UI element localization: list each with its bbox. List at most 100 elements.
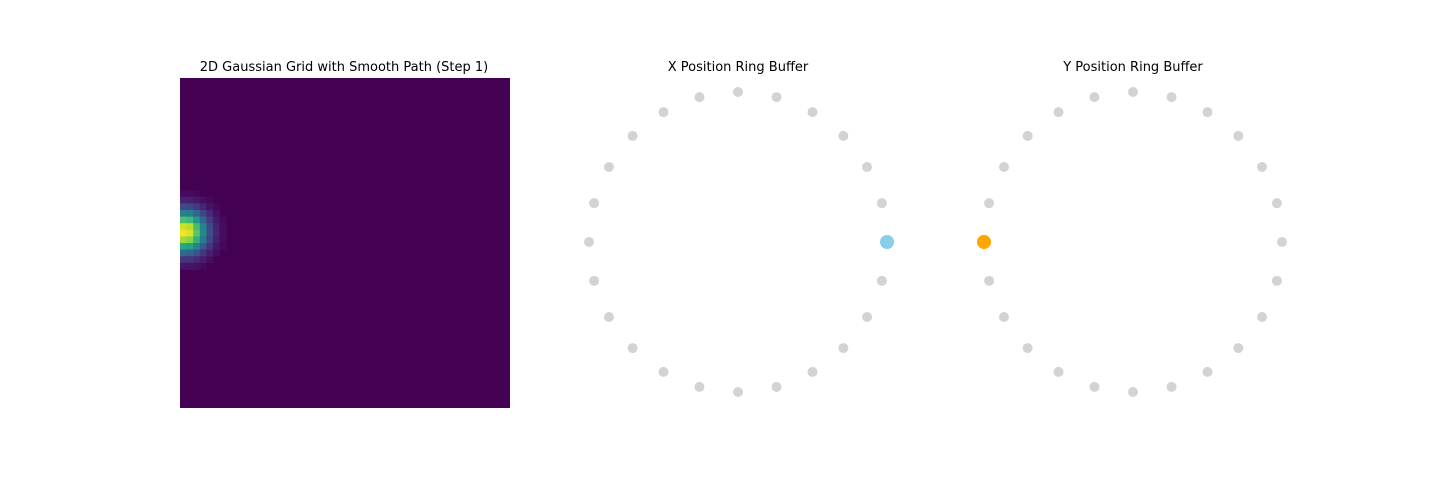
- heatmap-cell: [186, 262, 194, 270]
- heatmap-cell: [219, 236, 227, 244]
- heatmap-cell: [213, 243, 220, 250]
- x-ring-slot-point: [589, 198, 600, 209]
- heatmap-cell: [206, 210, 214, 217]
- heatmap-cell: [213, 249, 220, 257]
- x-ring-slot-point: [876, 198, 887, 209]
- y-ring-slot-point: [1202, 107, 1213, 118]
- x-ring-slot-point: [589, 275, 600, 286]
- heatmap-background: [180, 78, 510, 408]
- y-ring-slot-point: [1202, 366, 1213, 377]
- heatmap-cell: [219, 216, 227, 224]
- heatmap-cell: [193, 236, 201, 244]
- heatmap-cell: [219, 229, 227, 237]
- x-ring-buffer-plot: [584, 87, 894, 397]
- heatmap-cell: [213, 223, 220, 231]
- heatmap-cell: [199, 249, 207, 257]
- heatmap-cell: [213, 210, 220, 217]
- heatmap-cell: [180, 249, 187, 257]
- heatmap-cell: [186, 229, 194, 237]
- heatmap-cell: [180, 196, 187, 204]
- heatmap-cell: [199, 203, 207, 211]
- y-ring-slot-point: [984, 198, 995, 209]
- y-ring-slot-point: [1053, 107, 1064, 118]
- heatmap-cell: [206, 229, 214, 237]
- heatmap-cell: [186, 243, 194, 250]
- heatmap-cell: [206, 223, 214, 231]
- y-ring-slot-point: [1277, 237, 1287, 247]
- heatmap-cell: [206, 243, 214, 250]
- x-ring-slot-point: [733, 387, 743, 397]
- heatmap-cell: [186, 223, 194, 231]
- y-ring-slot-point: [1233, 130, 1244, 141]
- y-ring-slot-point: [1166, 92, 1177, 103]
- gaussian-grid-panel: 2D Gaussian Grid with Smooth Path (Step …: [180, 60, 510, 408]
- heatmap-cell: [186, 210, 194, 217]
- heatmap-cell: [213, 236, 220, 244]
- heatmap-cell: [180, 210, 187, 217]
- x-ring-slot-point: [627, 343, 638, 354]
- y-ring-slot-point: [998, 162, 1009, 172]
- heatmap-cell: [213, 203, 220, 211]
- x-ring-slot-point: [658, 366, 669, 377]
- y-ring-slot-point: [998, 312, 1009, 322]
- heatmap-cell: [199, 229, 207, 237]
- heatmap-cell: [206, 236, 214, 244]
- x-ring-slot-point: [807, 107, 818, 118]
- heatmap-cell: [180, 216, 187, 224]
- x-ring-buffer-panel: X Position Ring Buffer: [570, 60, 905, 408]
- x-ring-slot-point: [876, 275, 887, 286]
- heatmap-cell: [180, 223, 187, 231]
- x-ring-slot-point: [862, 162, 873, 172]
- heatmap-cell: [193, 216, 201, 224]
- y-ring-active-slot-point: [977, 235, 991, 249]
- heatmap-cell: [193, 243, 201, 250]
- heatmap-cell: [193, 229, 201, 237]
- heatmap-cell: [193, 196, 201, 204]
- heatmap-cell: [213, 229, 220, 237]
- x-ring-buffer-title: X Position Ring Buffer: [667, 60, 809, 75]
- y-ring-slot-point: [1271, 198, 1282, 209]
- y-ring-slot-point: [1022, 130, 1033, 141]
- x-ring-slot-point: [627, 130, 638, 141]
- x-ring-slot-point: [733, 87, 743, 97]
- y-ring-slot-point: [1257, 312, 1268, 322]
- heatmap-cell: [199, 216, 207, 224]
- heatmap-cell: [186, 256, 194, 264]
- heatmap-cell: [186, 203, 194, 211]
- x-ring-slot-point: [603, 162, 614, 172]
- y-ring-slot-point: [1271, 275, 1282, 286]
- heatmap-cell: [206, 203, 214, 211]
- heatmap-cell: [199, 243, 207, 250]
- x-ring-slot-point: [694, 381, 705, 392]
- y-ring-slot-point: [1166, 381, 1177, 392]
- heatmap-cell: [180, 243, 187, 250]
- heatmap-cell: [180, 256, 187, 264]
- heatmap-cell: [206, 196, 214, 204]
- heatmap-cell: [206, 249, 214, 257]
- heatmap-cell: [193, 203, 201, 211]
- y-ring-slot-point: [1128, 387, 1138, 397]
- heatmap-cell: [186, 196, 194, 204]
- x-ring-slot-point: [807, 366, 818, 377]
- x-ring-slot-point: [584, 237, 594, 247]
- heatmap-cell: [199, 210, 207, 217]
- y-ring-buffer-title: Y Position Ring Buffer: [1063, 60, 1203, 75]
- heatmap-cell: [199, 196, 207, 204]
- heatmap-cell: [180, 203, 187, 211]
- heatmap-cell: [199, 236, 207, 244]
- y-ring-slot-point: [1089, 381, 1100, 392]
- x-ring-slot-point: [603, 312, 614, 322]
- x-ring-slot-point: [694, 92, 705, 103]
- y-ring-slot-point: [1128, 87, 1138, 97]
- heatmap-cell: [193, 190, 201, 198]
- y-ring-buffer-panel: Y Position Ring Buffer: [965, 60, 1300, 408]
- y-ring-slot-point: [1089, 92, 1100, 103]
- y-ring-slot-point: [1233, 343, 1244, 354]
- heatmap-cell: [219, 223, 227, 231]
- gaussian-grid-heatmap: [180, 78, 510, 408]
- y-ring-slot-point: [984, 275, 995, 286]
- heatmap-cell: [180, 190, 187, 198]
- heatmap-cell: [186, 249, 194, 257]
- x-ring-slot-point: [658, 107, 669, 118]
- heatmap-cell: [193, 223, 201, 231]
